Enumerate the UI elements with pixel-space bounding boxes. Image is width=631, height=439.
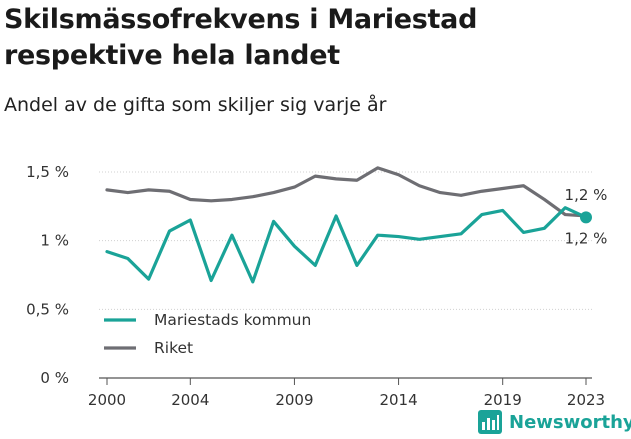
x-tick-label: 2004 (171, 391, 209, 409)
legend-label: Riket (154, 339, 193, 357)
newsworthy-logo: Newsworthy (477, 408, 631, 436)
chart-title: Skilsmässofrekvens i Mariestad respektiv… (4, 4, 478, 71)
y-tick-label: 0 % (40, 369, 69, 387)
x-tick-label: 2014 (379, 391, 417, 409)
y-tick-label: 1 % (40, 232, 69, 250)
series-line-mariestad (105, 206, 588, 284)
y-tick-label: 1,5 % (26, 163, 69, 181)
x-tick-label: 2019 (484, 391, 522, 409)
x-tick-label: 2000 (88, 391, 126, 409)
x-tick-label: 2023 (567, 391, 605, 409)
bar-chart-icon (478, 410, 502, 434)
end-label-riket: 1,2 % (565, 186, 608, 204)
brand-name: Newsworthy (509, 411, 631, 433)
series-line-riket (105, 166, 588, 218)
end-point-marker (580, 211, 592, 224)
end-label-mariestad: 1,2 % (565, 229, 608, 247)
legend-label: Mariestads kommun (154, 311, 311, 329)
y-tick-label: 0,5 % (26, 300, 69, 318)
chart-subtitle: Andel av de gifta som skiljer sig varje … (4, 94, 387, 116)
x-tick-label: 2009 (275, 391, 313, 409)
